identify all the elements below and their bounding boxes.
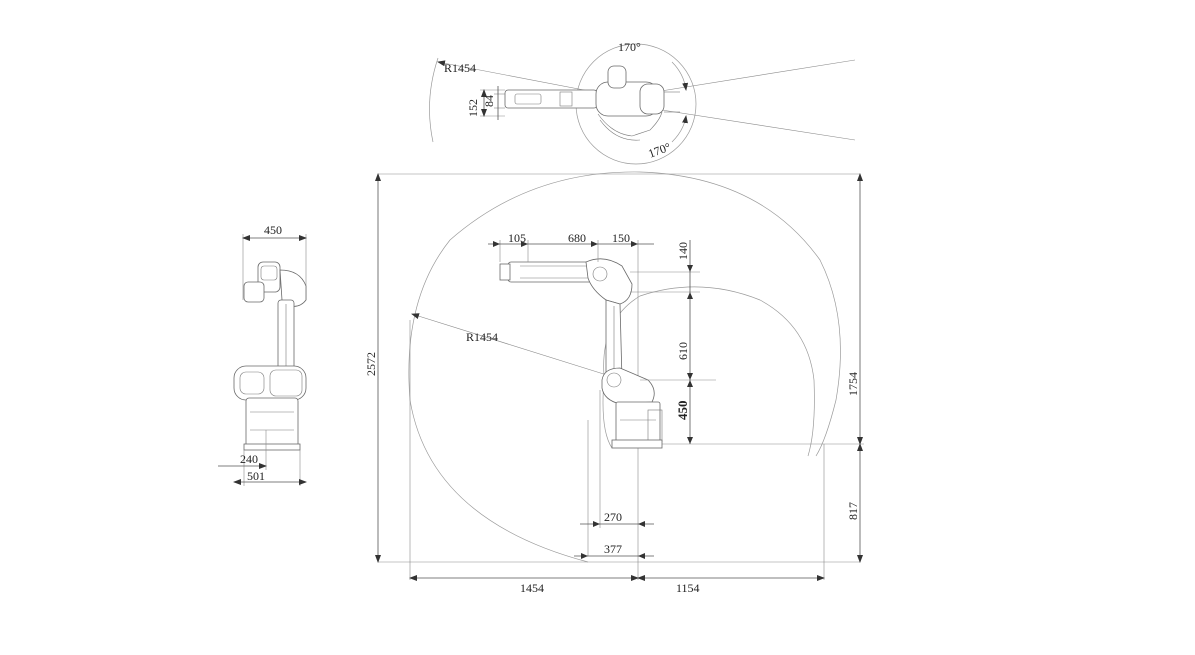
main-view: R1454 105 680 150 140 610 450 1754 817 2… <box>364 171 864 595</box>
main-view-dim-680: 680 <box>568 231 586 245</box>
top-view-reach-arc <box>429 57 439 143</box>
main-view-dim-150: 150 <box>612 231 630 245</box>
side-view: 450 240 501 <box>218 223 307 486</box>
top-view-ray-lower <box>635 105 856 141</box>
top-view-angle-arc-lower <box>671 115 688 143</box>
top-view-angle-lower-label: 170° <box>646 140 672 161</box>
main-view-radius-line <box>411 313 611 377</box>
side-view-dim-450: 450 <box>264 223 282 237</box>
top-view-angle-upper-label: 170° <box>618 40 641 54</box>
main-view-reach-envelope <box>408 171 841 563</box>
main-view-forearm <box>507 261 599 283</box>
top-view-radius-label: R1454 <box>444 61 476 75</box>
main-view-dim-1454: 1454 <box>520 581 544 595</box>
main-view-dim-2572: 2572 <box>364 352 378 376</box>
main-view-base <box>615 401 661 447</box>
main-view-inner-envelope <box>603 286 815 457</box>
main-view-dim-105: 105 <box>508 231 526 245</box>
main-view-dim-270: 270 <box>604 510 622 524</box>
main-view-radius-label: R1454 <box>466 330 498 344</box>
main-view-dim-610: 610 <box>676 342 690 360</box>
main-view-dim-1154: 1154 <box>676 581 700 595</box>
side-view-dim-501: 501 <box>247 469 265 483</box>
top-view-dim-152: 152 <box>466 99 480 117</box>
main-view-dim-817: 817 <box>846 502 860 520</box>
side-view-dim-240: 240 <box>240 452 258 466</box>
main-view-dim-140: 140 <box>676 242 690 260</box>
main-view-dim-377: 377 <box>604 542 622 556</box>
main-view-shoulder <box>601 367 655 405</box>
main-view-elbow <box>585 258 633 305</box>
top-view-angle-arc-upper <box>671 61 689 91</box>
side-view-base <box>245 397 299 449</box>
top-view-arm <box>504 89 598 109</box>
main-view-dim-450: 450 <box>675 401 690 421</box>
top-view: R1454 170° 170° 152 84 <box>429 40 856 165</box>
top-view-dim-84: 84 <box>482 95 496 107</box>
top-view-ray-upper <box>635 59 856 96</box>
main-view-dim-1754: 1754 <box>846 372 860 396</box>
